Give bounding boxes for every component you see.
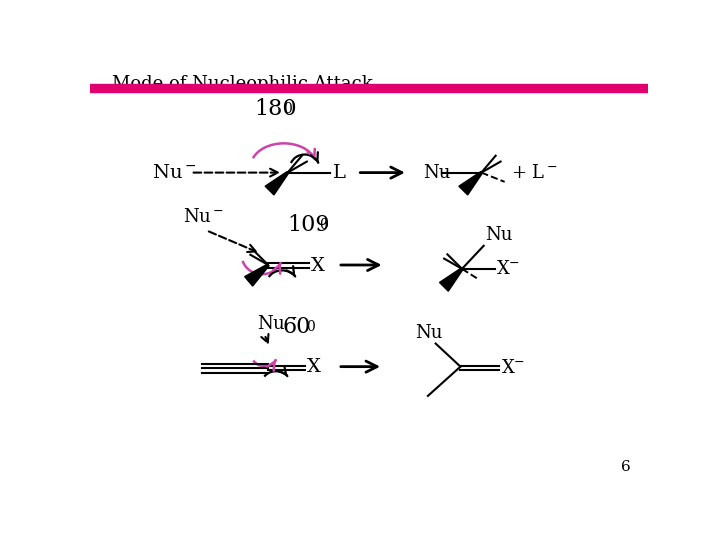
Text: X: X bbox=[307, 359, 321, 376]
Text: Nu: Nu bbox=[423, 164, 451, 181]
Text: Nu$^-$: Nu$^-$ bbox=[152, 164, 197, 181]
Bar bbox=[90, 84, 648, 92]
Text: 0: 0 bbox=[283, 103, 292, 117]
Text: 60: 60 bbox=[282, 316, 310, 338]
Text: Mode of Nucleophilic Attack: Mode of Nucleophilic Attack bbox=[112, 75, 372, 93]
Polygon shape bbox=[459, 172, 482, 195]
Text: 180: 180 bbox=[254, 98, 297, 120]
Text: 0: 0 bbox=[306, 320, 315, 334]
Text: Nu: Nu bbox=[485, 226, 513, 244]
Text: Nu$^-$: Nu$^-$ bbox=[183, 208, 224, 226]
Text: L: L bbox=[333, 164, 346, 181]
Text: 6: 6 bbox=[621, 461, 631, 475]
Text: X$^{-}$: X$^{-}$ bbox=[496, 260, 521, 278]
Text: 109: 109 bbox=[287, 214, 330, 236]
Text: 0: 0 bbox=[320, 218, 328, 232]
Text: X$^{-}$: X$^{-}$ bbox=[500, 359, 525, 377]
Text: X: X bbox=[311, 256, 325, 275]
Text: + L$^-$: + L$^-$ bbox=[510, 164, 557, 181]
Polygon shape bbox=[265, 172, 289, 195]
Text: Nu$^-$: Nu$^-$ bbox=[256, 315, 298, 333]
Polygon shape bbox=[439, 268, 463, 291]
Text: Nu: Nu bbox=[415, 324, 443, 342]
Polygon shape bbox=[245, 264, 269, 286]
